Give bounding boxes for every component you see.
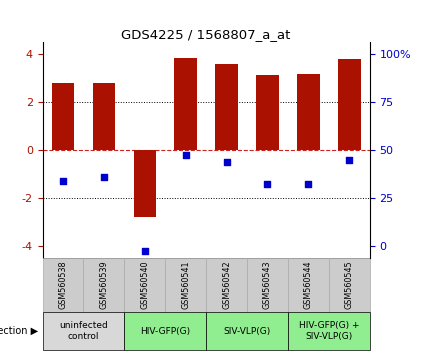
Bar [165, 258, 206, 312]
Bar [297, 74, 320, 150]
Bar [124, 258, 165, 312]
Text: HIV-GFP(G): HIV-GFP(G) [140, 326, 190, 336]
Text: GSM560538: GSM560538 [59, 261, 68, 309]
Point [305, 181, 312, 187]
Bar [215, 64, 238, 150]
Text: GSM560542: GSM560542 [222, 261, 231, 309]
Text: infection ▶: infection ▶ [0, 326, 38, 336]
Text: GSM560539: GSM560539 [99, 261, 108, 309]
Text: GSM560541: GSM560541 [181, 261, 190, 309]
Bar [124, 312, 206, 350]
Text: GSM560540: GSM560540 [140, 261, 149, 309]
Bar [329, 258, 370, 312]
Point [60, 178, 66, 184]
Text: uninfected
control: uninfected control [59, 321, 108, 341]
Bar [206, 312, 288, 350]
Point [346, 157, 353, 163]
Bar [93, 83, 115, 150]
Point [182, 152, 189, 158]
Bar [42, 258, 83, 312]
Point [142, 248, 148, 254]
Bar [133, 150, 156, 217]
Point [100, 174, 107, 179]
Bar [206, 258, 247, 312]
Bar [338, 59, 360, 150]
Text: GSM560545: GSM560545 [345, 261, 354, 309]
Point [264, 181, 271, 187]
Text: GSM560544: GSM560544 [304, 261, 313, 309]
Bar [83, 258, 124, 312]
Bar [52, 83, 74, 150]
Bar [247, 258, 288, 312]
Bar [256, 75, 279, 150]
Title: GDS4225 / 1568807_a_at: GDS4225 / 1568807_a_at [122, 28, 291, 41]
Bar [174, 58, 197, 150]
Bar [288, 312, 370, 350]
Text: HIV-GFP(G) +
SIV-VLP(G): HIV-GFP(G) + SIV-VLP(G) [299, 321, 359, 341]
Text: SIV-VLP(G): SIV-VLP(G) [224, 326, 271, 336]
Point [223, 159, 230, 165]
Bar [288, 258, 329, 312]
Text: GSM560543: GSM560543 [263, 261, 272, 309]
Bar [42, 312, 124, 350]
